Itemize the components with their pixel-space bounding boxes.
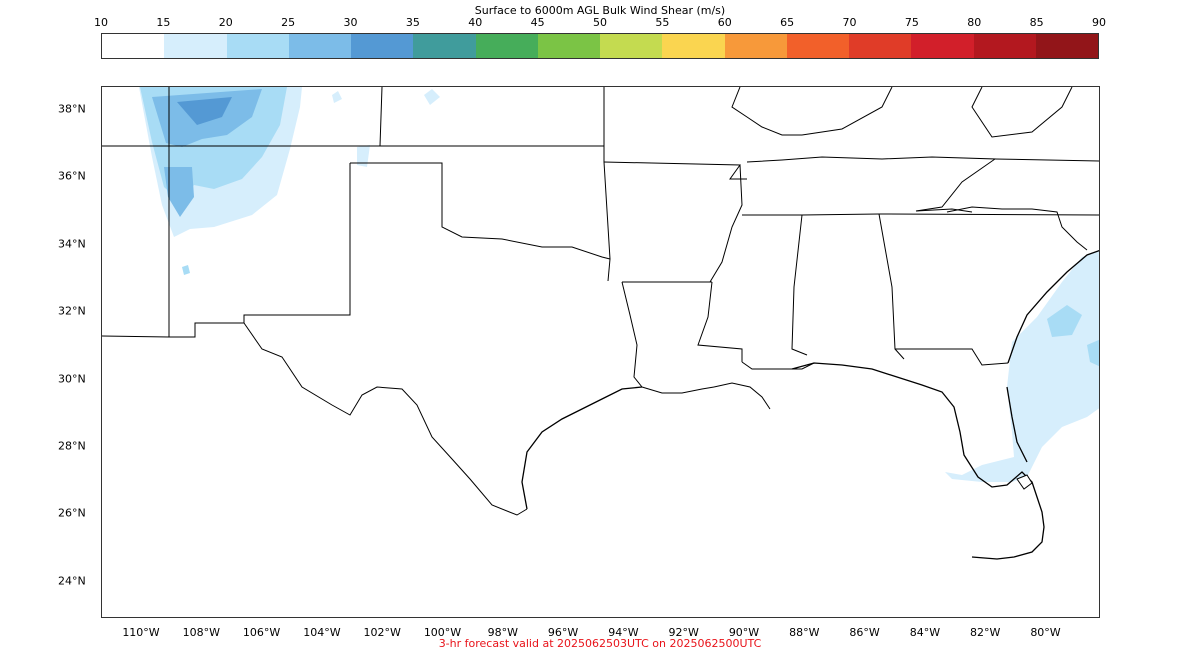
colorbar-segment-4 xyxy=(351,34,414,58)
colorbar-tick-25: 25 xyxy=(281,16,296,29)
colorbar-segment-14 xyxy=(973,34,1036,58)
lon-label: 82°W xyxy=(970,626,1001,639)
shear-shading-southwest xyxy=(139,87,440,275)
colorbar-tick-60: 60 xyxy=(717,16,732,29)
lon-label: 108°W xyxy=(182,626,220,639)
colorbar-tick-85: 85 xyxy=(1029,16,1044,29)
map-canvas xyxy=(102,87,1099,560)
lat-label: 36°N xyxy=(58,169,86,183)
lon-label: 96°W xyxy=(547,626,579,639)
colorbar-tick-65: 65 xyxy=(780,16,795,29)
colorbar-tick-35: 35 xyxy=(405,16,420,29)
lat-label: 34°N xyxy=(58,237,86,251)
lon-label: 100°W xyxy=(423,626,462,639)
lon-label: 104°W xyxy=(303,626,341,639)
shear-shading-atlantic xyxy=(945,250,1099,482)
colorbar-segment-7 xyxy=(537,34,600,58)
colorbar-tick-75: 75 xyxy=(904,16,919,29)
colorbar-tick-15: 15 xyxy=(156,16,171,29)
coastline xyxy=(521,250,1099,560)
lat-label: 26°N xyxy=(58,506,86,520)
lon-label: 98°W xyxy=(487,626,518,639)
colorbar-tick-90: 90 xyxy=(1092,16,1106,29)
lon-label: 90°W xyxy=(728,626,760,639)
colorbar-tick-labels: 10 15 20 25 30 35 40 45 50 55 60 65 70 75 80 85 90 xyxy=(0,16,1200,30)
lon-label: 84°W xyxy=(909,626,941,639)
colorbar-segment-0 xyxy=(102,34,165,58)
colorbar xyxy=(101,33,1099,59)
colorbar-title: Surface to 6000m AGL Bulk Wind Shear (m/… xyxy=(474,4,726,17)
lat-label: 28°N xyxy=(58,439,86,453)
lon-label: 110°W xyxy=(122,626,160,639)
colorbar-tick-45: 45 xyxy=(530,16,545,29)
lake-okeechobee xyxy=(1016,474,1033,490)
lat-label: 38°N xyxy=(58,102,86,116)
colorbar-segment-9 xyxy=(662,34,725,58)
colorbar-segment-13 xyxy=(911,34,974,58)
lat-label: 30°N xyxy=(58,372,86,386)
colorbar-segment-8 xyxy=(600,34,663,58)
lon-label: 92°W xyxy=(668,626,699,639)
colorbar-tick-30: 30 xyxy=(343,16,358,29)
colorbar-segment-6 xyxy=(475,34,538,58)
state-boundaries xyxy=(102,87,1099,516)
colorbar-segment-5 xyxy=(413,34,476,58)
colorbar-segment-2 xyxy=(226,34,289,58)
lon-label: 88°W xyxy=(789,626,820,639)
colorbar-segment-1 xyxy=(164,34,227,58)
lon-label: 86°W xyxy=(849,626,880,639)
colorbar-segment-10 xyxy=(724,34,787,58)
colorbar-tick-70: 70 xyxy=(842,16,857,29)
colorbar-segment-3 xyxy=(288,34,351,58)
colorbar-segment-12 xyxy=(849,34,912,58)
colorbar-tick-55: 55 xyxy=(655,16,670,29)
colorbar-tick-50: 50 xyxy=(593,16,607,29)
map-panel xyxy=(101,86,1100,618)
lon-label: 94°W xyxy=(608,626,639,639)
colorbar-tick-10: 10 xyxy=(94,16,108,29)
colorbar-tick-80: 80 xyxy=(967,16,982,29)
lon-label: 80°W xyxy=(1030,626,1061,639)
colorbar-tick-40: 40 xyxy=(468,16,483,29)
forecast-valid-footer: 3-hr forecast valid at 2025062503UTC on … xyxy=(438,637,762,650)
lat-label: 32°N xyxy=(58,304,86,318)
colorbar-tick-20: 20 xyxy=(218,16,233,29)
lon-label: 106°W xyxy=(242,626,281,639)
lat-label: 24°N xyxy=(58,574,86,588)
colorbar-segment-15 xyxy=(1035,34,1098,58)
lon-label: 102°W xyxy=(363,626,401,639)
colorbar-segment-11 xyxy=(786,34,849,58)
